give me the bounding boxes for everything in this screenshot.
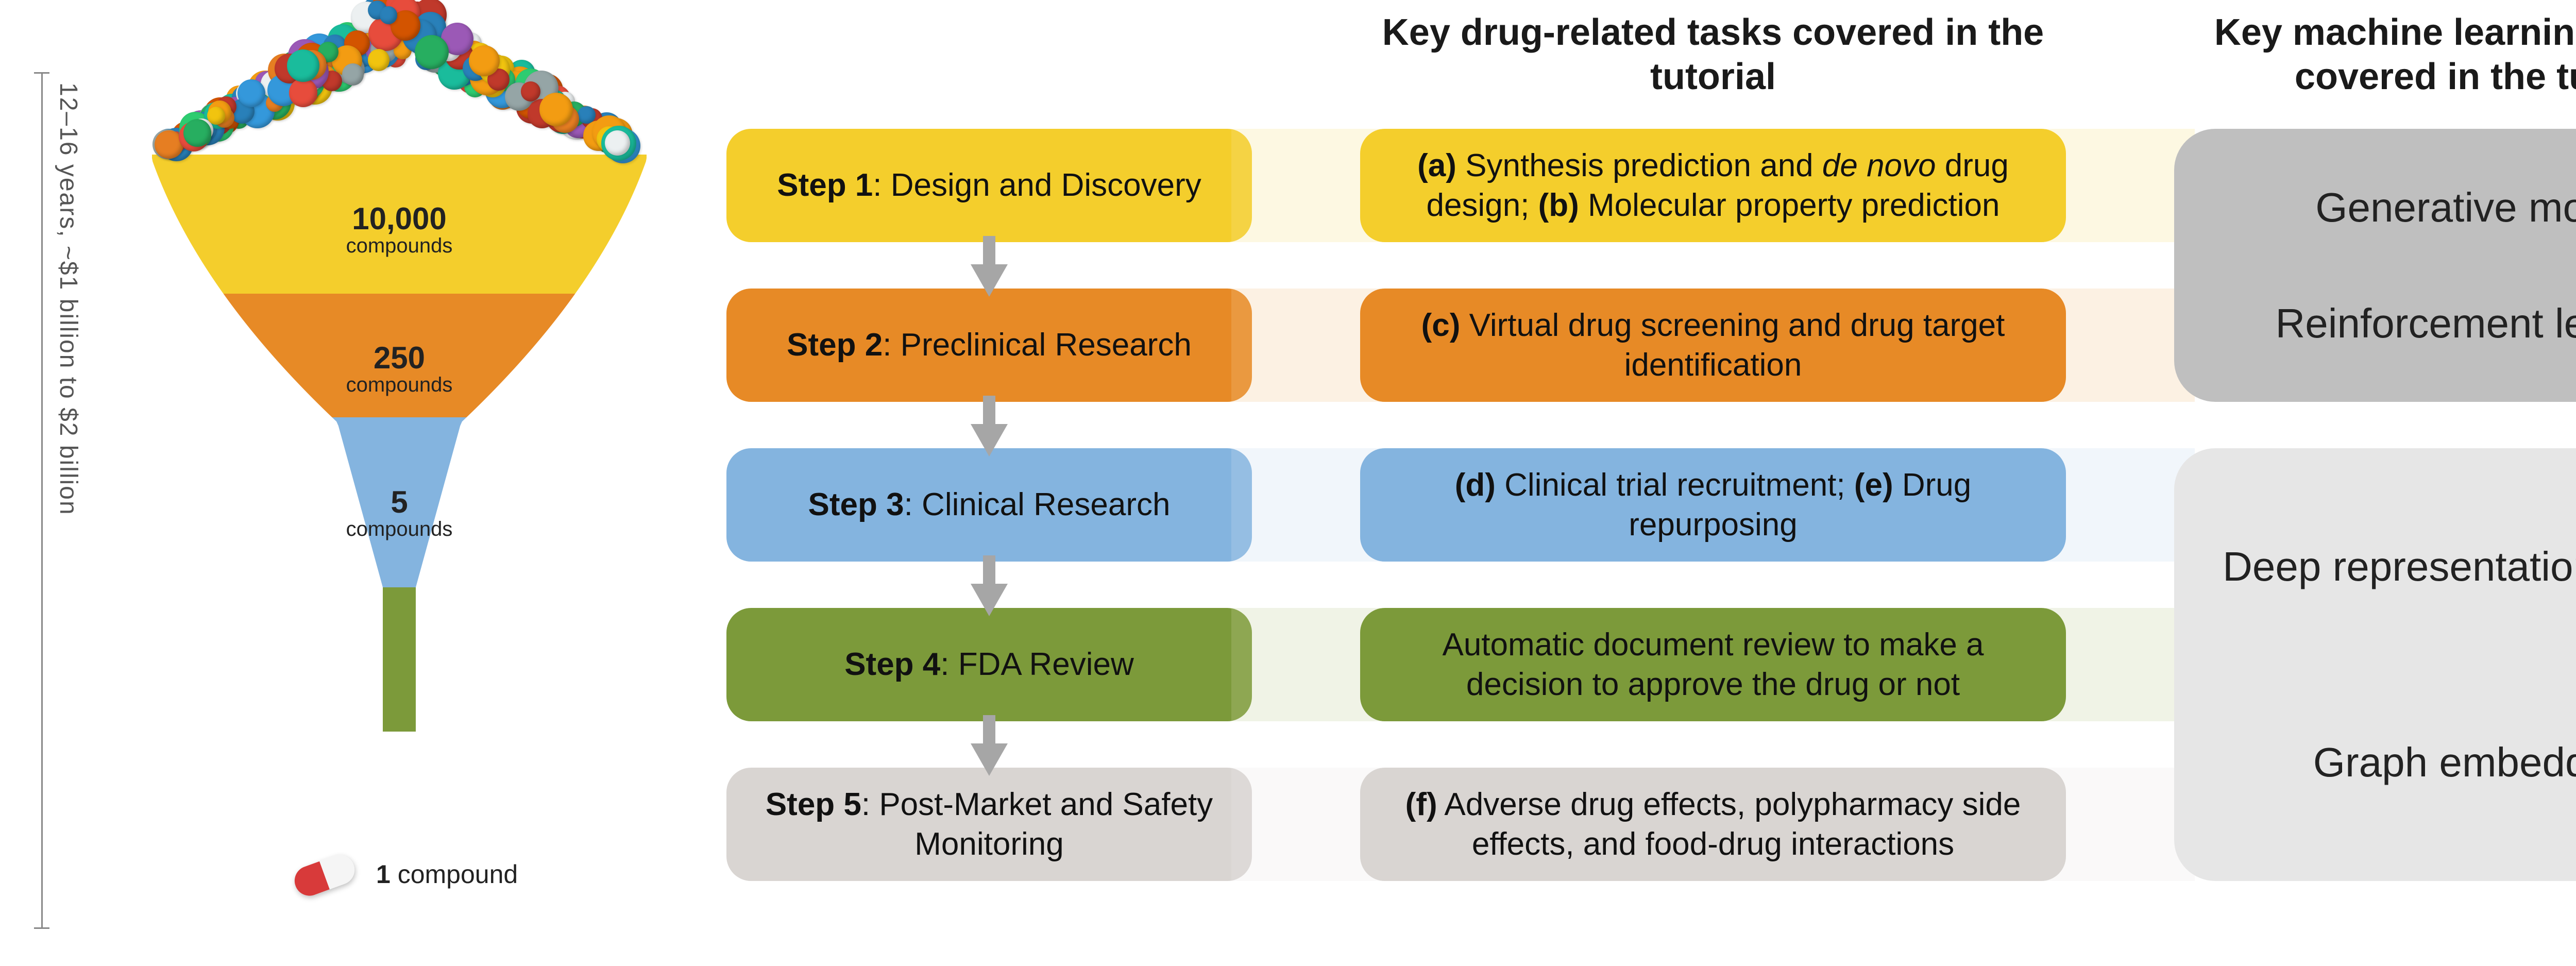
pill-dot xyxy=(289,78,317,107)
pill-dot xyxy=(368,49,390,71)
ml-group-0: Generative models Reinforcement learning xyxy=(2174,129,2576,402)
ml-item: Reinforcement learning xyxy=(2275,300,2576,347)
timeline-line xyxy=(41,72,43,927)
connector-step-task-0 xyxy=(1231,129,1381,242)
connector-step-task-1 xyxy=(1231,289,1381,402)
timeline-tick-top xyxy=(34,72,49,74)
task-box-4: Automatic document review to make a deci… xyxy=(1360,608,2066,721)
pill-dot xyxy=(521,81,540,101)
pill-dot xyxy=(415,35,449,69)
ml-item: Graph embeddings xyxy=(2313,739,2576,786)
funnel-pills-heap xyxy=(142,26,657,170)
connector-task-ml-4 xyxy=(2045,768,2195,881)
step-arrow-4 xyxy=(969,715,1010,777)
timeline-tick-bottom xyxy=(34,927,49,929)
funnel-label-1: 250compounds xyxy=(322,340,477,397)
step-box-5: Step 5: Post-Market and Safety Monitorin… xyxy=(726,768,1252,881)
step-arrow-3 xyxy=(969,555,1010,617)
funnel-label-0: 10,000compounds xyxy=(322,201,477,258)
task-box-5: (f) Adverse drug effects, polypharmacy s… xyxy=(1360,768,2066,881)
step-box-1: Step 1: Design and Discovery xyxy=(726,129,1252,242)
connector-task-ml-0 xyxy=(2045,129,2195,242)
connector-step-task-2 xyxy=(1231,448,1381,562)
step-box-3: Step 3: Clinical Research xyxy=(726,448,1252,562)
ml-group-1: Deep representation learning Graph embedd… xyxy=(2174,448,2576,881)
connector-task-ml-1 xyxy=(2045,289,2195,402)
funnel-label-2: 5compounds xyxy=(322,484,477,541)
timeline-label: 12–16 years, ~$1 billion to $2 billion xyxy=(54,82,82,917)
pill-dot xyxy=(342,63,364,86)
task-box-2: (c) Virtual drug screening and drug targ… xyxy=(1360,289,2066,402)
funnel: 10,000compounds 250compounds 5compounds 1 … xyxy=(129,26,670,902)
final-pill-icon xyxy=(291,851,359,900)
ml-item: Generative models xyxy=(2315,184,2576,231)
ml-item: Deep representation learning xyxy=(2223,543,2576,590)
pill-dot xyxy=(287,49,319,82)
connector-step-task-4 xyxy=(1231,768,1381,881)
task-box-3: (d) Clinical trial recruitment; (e) Drug… xyxy=(1360,448,2066,562)
step-arrow-1 xyxy=(969,236,1010,298)
task-box-1: (a) Synthesis prediction and de novo dru… xyxy=(1360,129,2066,242)
pill-dot xyxy=(183,119,211,147)
final-compound-label: 1 compound xyxy=(376,859,518,889)
pill-dot xyxy=(539,93,573,126)
funnel-segment-3 xyxy=(383,587,416,732)
connector-task-ml-2 xyxy=(2045,448,2195,562)
step-box-2: Step 2: Preclinical Research xyxy=(726,289,1252,402)
pill-dot xyxy=(238,79,265,107)
step-box-4: Step 4: FDA Review xyxy=(726,608,1252,721)
connector-task-ml-3 xyxy=(2045,608,2195,721)
connector-step-task-3 xyxy=(1231,608,1381,721)
tasks-column-header: Key drug-related tasks covered in the tu… xyxy=(1360,10,2066,99)
ml-column-header: Key machine learning methods covered in … xyxy=(2174,10,2576,99)
step-arrow-2 xyxy=(969,396,1010,457)
pill-dot xyxy=(380,6,398,24)
